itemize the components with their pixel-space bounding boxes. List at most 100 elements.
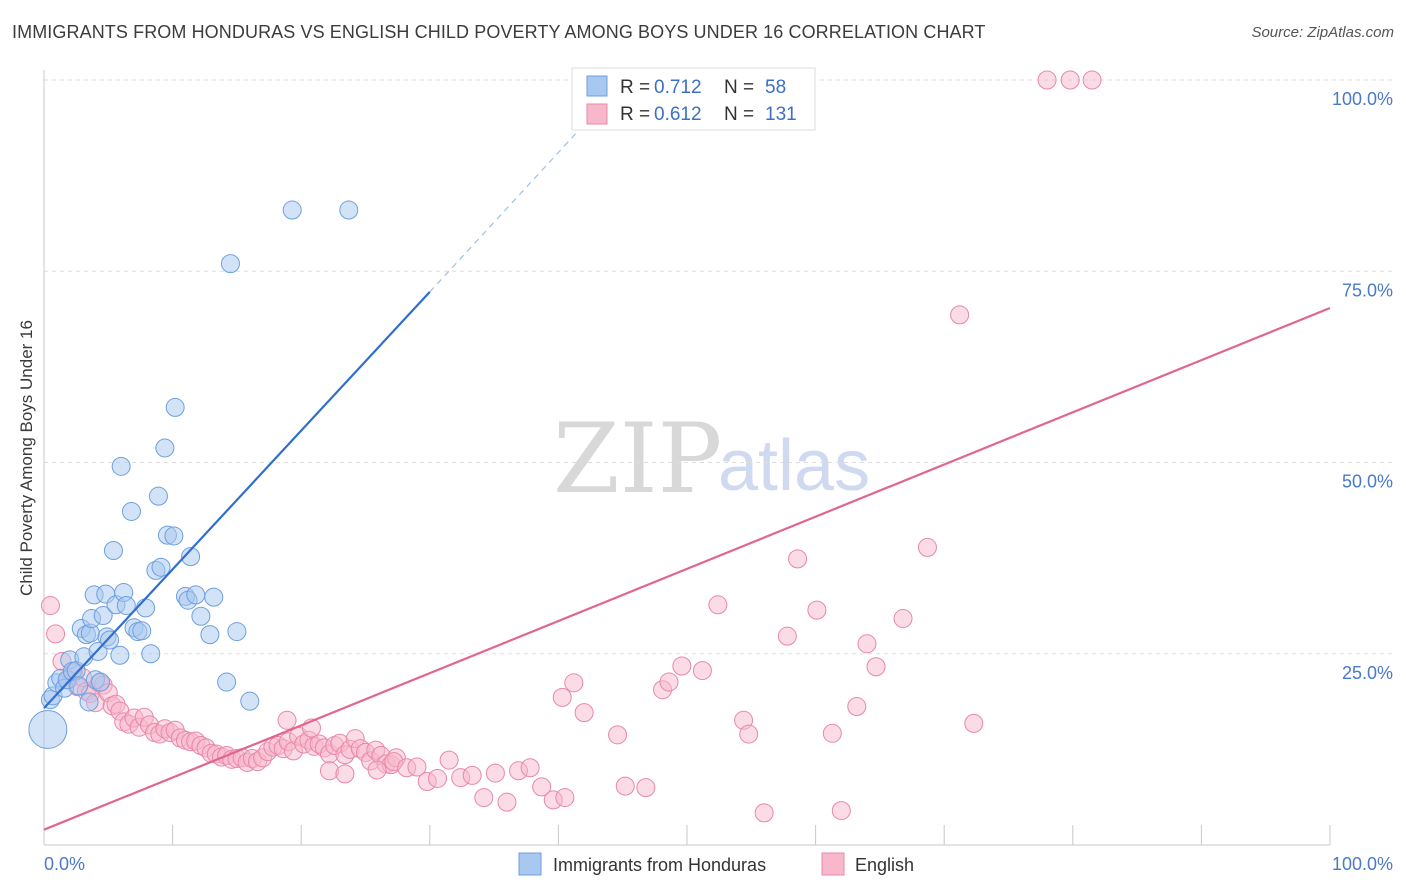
y-tick-labels: 25.0% 50.0% 75.0% 100.0% [1332, 89, 1393, 683]
honduras-point [100, 630, 120, 650]
honduras-point [200, 625, 220, 645]
honduras-point [141, 644, 161, 664]
honduras-point [165, 397, 185, 417]
trend-lines [43, 110, 1331, 831]
honduras-points [28, 200, 359, 749]
stats-r-value-1: 0.712 [654, 77, 702, 98]
honduras-point [79, 692, 99, 712]
english-point [708, 595, 728, 615]
honduras-point [151, 557, 171, 577]
honduras-point [164, 526, 184, 546]
honduras-point [110, 645, 130, 665]
stats-n-value-2: 131 [765, 104, 797, 125]
english-point [319, 761, 339, 781]
english-point [1082, 70, 1102, 90]
english-point [608, 725, 628, 745]
english-point [335, 764, 355, 784]
honduras-trend-line [43, 291, 431, 709]
english-point [407, 757, 427, 777]
english-point [754, 803, 774, 823]
stats-swatch-blue [586, 75, 608, 97]
honduras-point [93, 606, 113, 625]
english-point [367, 760, 387, 780]
stats-r-value-2: 0.612 [654, 104, 702, 125]
legend-label-honduras: Immigrants from Honduras [553, 855, 766, 875]
honduras-point [148, 486, 168, 506]
honduras-point [103, 540, 123, 560]
english-point [788, 549, 808, 569]
english-point [964, 713, 984, 733]
honduras-point [339, 200, 359, 220]
y-tick-label-75: 75.0% [1342, 280, 1393, 300]
stats-r-label-1: R = [620, 77, 650, 98]
english-point [777, 626, 797, 646]
honduras-point [69, 676, 89, 696]
stats-r-label-2: R = [620, 104, 650, 125]
english-point [831, 801, 851, 821]
legend-swatch-honduras [518, 852, 542, 876]
english-point [672, 656, 692, 676]
english-point [439, 750, 459, 770]
source-credit: Source: ZipAtlas.com [1251, 24, 1394, 41]
english-point [46, 624, 66, 644]
english-point [950, 305, 970, 325]
honduras-trend-extension [429, 110, 598, 293]
gridlines [44, 79, 1393, 655]
stats-n-label-2: N = [724, 104, 754, 125]
english-point [659, 672, 679, 692]
english-point [485, 763, 505, 783]
english-point [636, 778, 656, 798]
english-point [692, 661, 712, 681]
y-tick-label-25: 25.0% [1342, 663, 1393, 683]
honduras-point [204, 587, 224, 607]
y-tick-label-100: 100.0% [1332, 89, 1393, 109]
english-point [574, 703, 594, 723]
stats-n-label-1: N = [724, 77, 754, 98]
english-point [822, 723, 842, 743]
honduras-point [240, 691, 260, 711]
x-tick-label-min: 0.0% [44, 854, 85, 874]
x-tick-label-max: 100.0% [1332, 854, 1393, 874]
english-point [615, 776, 635, 796]
english-point [1037, 70, 1057, 90]
honduras-point [91, 672, 111, 692]
honduras-point [155, 438, 175, 458]
english-point [428, 768, 448, 788]
y-tick-label-50: 50.0% [1342, 472, 1393, 492]
honduras-point [191, 606, 211, 626]
honduras-point [136, 598, 156, 618]
honduras-point [227, 622, 247, 642]
english-point [857, 634, 877, 654]
english-point [739, 724, 759, 744]
watermark-zip: ZIP [553, 403, 722, 515]
legend-swatch-english [821, 852, 845, 876]
stats-n-value-1: 58 [765, 77, 786, 98]
series-legend: Immigrants from Honduras English [518, 852, 914, 876]
stats-legend: R = 0.712 N = 58 R = 0.612 N = 131 [571, 67, 816, 131]
watermark-atlas: atlas [718, 426, 870, 506]
stats-swatch-pink [586, 103, 608, 125]
english-point [520, 758, 540, 778]
honduras-point [186, 585, 206, 605]
english-point [847, 697, 867, 717]
honduras-point [121, 501, 141, 521]
english-point [552, 687, 572, 707]
honduras-point [220, 254, 240, 274]
english-point [866, 657, 886, 677]
english-point [807, 600, 827, 620]
chart-title: IMMIGRANTS FROM HONDURAS VS ENGLISH CHIL… [12, 22, 986, 42]
english-point [532, 777, 552, 797]
y-axis-label: Child Poverty Among Boys Under 16 [17, 320, 36, 596]
honduras-point [217, 672, 237, 692]
english-point [917, 537, 937, 557]
honduras-point [181, 547, 201, 567]
english-point [497, 792, 517, 812]
legend-label-english: English [855, 855, 914, 875]
honduras-point [132, 621, 152, 641]
english-point [40, 596, 60, 616]
honduras-point [116, 596, 136, 616]
honduras-point [282, 200, 302, 220]
honduras-point [111, 456, 131, 476]
english-point [462, 765, 482, 785]
